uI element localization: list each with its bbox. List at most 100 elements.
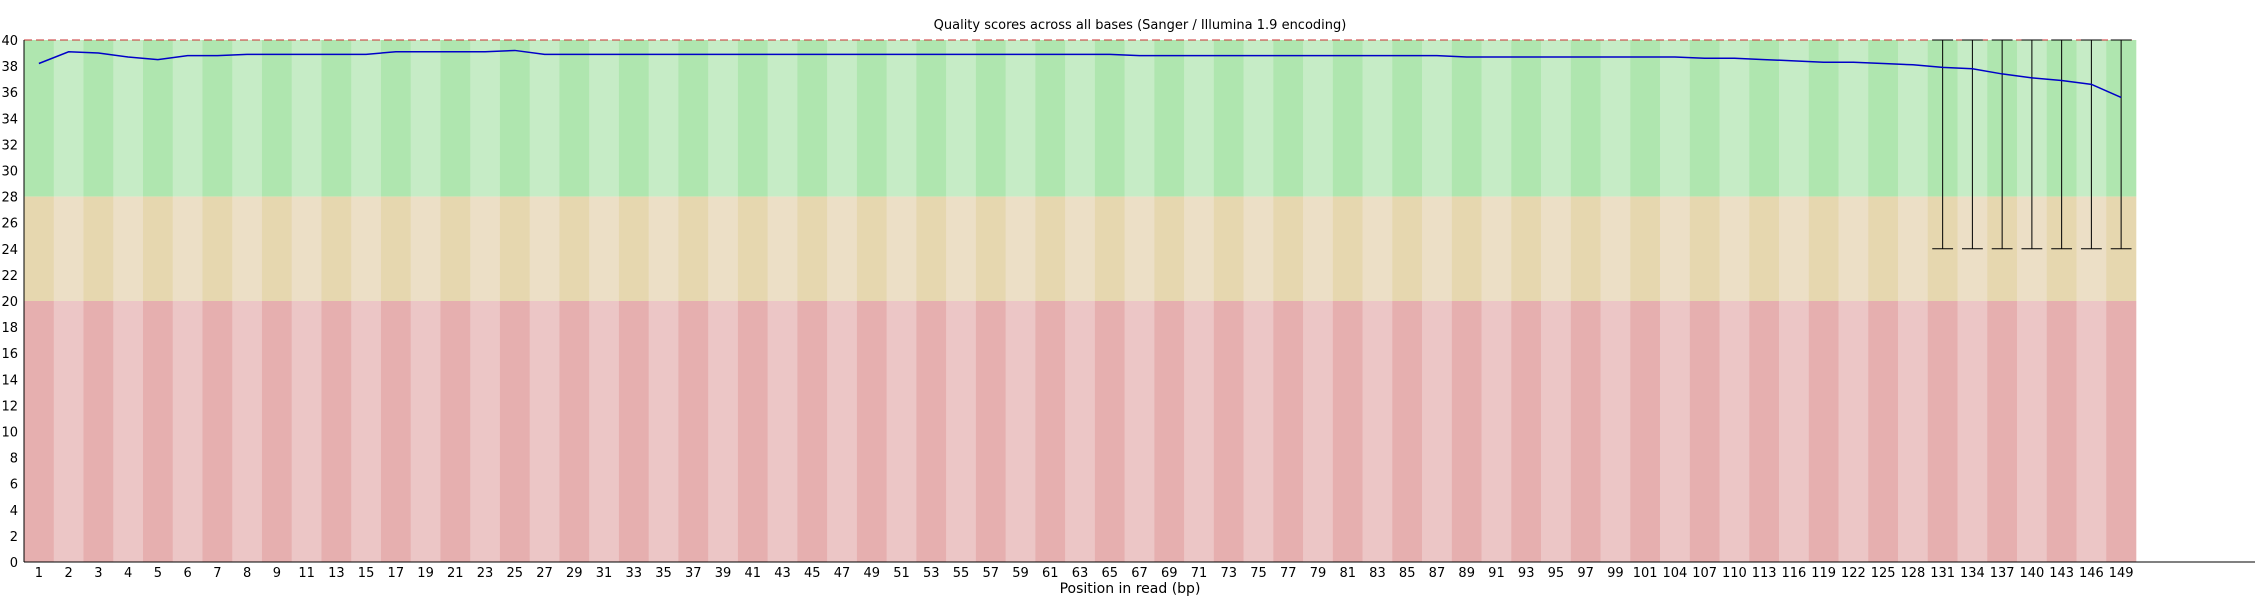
- zone-1-stripe: [202, 196, 233, 301]
- chart-title: Quality scores across all bases (Sanger …: [934, 18, 1347, 33]
- zone-0-stripe: [1570, 40, 1601, 197]
- zone-2-stripe: [1303, 301, 1334, 562]
- zone-1-stripe: [1719, 196, 1750, 301]
- zone-0-stripe: [261, 40, 293, 197]
- zone-0-stripe: [1273, 40, 1304, 197]
- y-tick-label: 32: [1, 138, 18, 153]
- zone-2-stripe: [380, 301, 412, 562]
- x-tick-label: 101: [1633, 566, 1658, 581]
- zone-0-stripe: [1511, 40, 1542, 197]
- zone-1-stripe: [172, 196, 203, 301]
- zone-1-stripe: [321, 196, 352, 301]
- x-tick-label: 87: [1429, 566, 1446, 581]
- zone-2-stripe: [2106, 301, 2137, 562]
- x-tick-label: 134: [1960, 566, 1985, 581]
- zone-0-stripe: [1541, 40, 1572, 197]
- zone-1-stripe: [440, 196, 471, 301]
- zone-1-stripe: [1481, 196, 1512, 301]
- x-tick-label: 143: [2049, 566, 2074, 581]
- x-tick-label: 85: [1399, 566, 1416, 581]
- zone-0-stripe: [916, 40, 947, 197]
- x-tick-label: 57: [982, 566, 999, 581]
- zone-2-stripe: [1541, 301, 1572, 562]
- x-tick-label: 95: [1548, 566, 1565, 581]
- zone-2-stripe: [261, 301, 293, 562]
- zone-2-stripe: [1898, 301, 1929, 562]
- x-tick-label: 91: [1488, 566, 1505, 581]
- zone-0-stripe: [1779, 40, 1810, 197]
- y-tick-label: 4: [10, 504, 18, 519]
- zone-2-stripe: [1154, 301, 1185, 562]
- zone-2-stripe: [142, 301, 174, 562]
- zone-1-stripe: [827, 196, 858, 301]
- zone-1-stripe: [529, 196, 560, 301]
- zone-1-stripe: [618, 196, 649, 301]
- zone-0-stripe: [827, 40, 858, 197]
- zone-0-stripe: [1898, 40, 1929, 197]
- x-tick-label: 41: [745, 566, 762, 581]
- x-tick-label: 15: [358, 566, 375, 581]
- x-tick-label: 122: [1841, 566, 1866, 581]
- x-tick-label: 1: [35, 566, 43, 581]
- zone-0-stripe: [351, 40, 382, 197]
- zone-0-stripe: [1303, 40, 1334, 197]
- x-tick-label: 131: [1930, 566, 1955, 581]
- zone-0-stripe: [1689, 40, 1720, 197]
- quality-zones: [24, 40, 2137, 562]
- x-tick-label: 75: [1250, 566, 1267, 581]
- zone-2-stripe: [797, 301, 828, 562]
- zone-0-stripe: [1868, 40, 1899, 197]
- zone-0-stripe: [529, 40, 560, 197]
- x-tick-label: 110: [1722, 566, 1747, 581]
- zone-2-stripe: [321, 301, 352, 562]
- zone-2-stripe: [737, 301, 768, 562]
- zone-2-stripe: [529, 301, 560, 562]
- zone-2-stripe: [618, 301, 649, 562]
- zone-0-stripe: [1332, 40, 1363, 197]
- x-tick-label: 113: [1752, 566, 1777, 581]
- zone-1-stripe: [1243, 196, 1274, 301]
- zone-1-stripe: [975, 196, 1006, 301]
- zone-2-stripe: [351, 301, 382, 562]
- zone-1-stripe: [1154, 196, 1185, 301]
- y-tick-label: 26: [1, 217, 18, 232]
- zone-1-stripe: [113, 196, 144, 301]
- zone-0-stripe: [410, 40, 441, 197]
- zone-1-stripe: [1451, 196, 1482, 301]
- x-tick-label: 146: [2079, 566, 2104, 581]
- zone-0-stripe: [83, 40, 114, 197]
- x-tick-label: 49: [863, 566, 880, 581]
- x-tick-label: 97: [1577, 566, 1594, 581]
- zone-0-stripe: [1124, 40, 1155, 197]
- y-tick-label: 14: [1, 373, 18, 388]
- x-tick-label: 35: [655, 566, 672, 581]
- zone-1-stripe: [1392, 196, 1423, 301]
- zone-0-stripe: [648, 40, 679, 197]
- zone-2-stripe: [1957, 301, 1988, 562]
- x-tick-label: 69: [1161, 566, 1178, 581]
- y-tick-label: 30: [1, 165, 18, 180]
- zone-0-stripe: [1451, 40, 1482, 197]
- x-tick-label: 63: [1072, 566, 1089, 581]
- zone-1-stripe: [1660, 196, 1691, 301]
- zone-2-stripe: [559, 301, 590, 562]
- zone-2-stripe: [589, 301, 620, 562]
- zone-0-stripe: [1838, 40, 1869, 197]
- zone-0-stripe: [380, 40, 412, 197]
- x-tick-label: 7: [213, 566, 221, 581]
- zone-1-stripe: [886, 196, 917, 301]
- y-tick-label: 24: [1, 243, 18, 258]
- x-axis-label: Position in read (bp): [1060, 581, 1201, 597]
- zone-2-stripe: [172, 301, 203, 562]
- zone-1-stripe: [1689, 196, 1720, 301]
- x-tick-label: 107: [1692, 566, 1717, 581]
- zone-1-stripe: [1303, 196, 1334, 301]
- zone-2-stripe: [1481, 301, 1512, 562]
- zone-0-stripe: [1660, 40, 1691, 197]
- x-tick-label: 104: [1663, 566, 1688, 581]
- zone-2-stripe: [1124, 301, 1155, 562]
- zone-0-stripe: [975, 40, 1006, 197]
- zone-2-stripe: [1243, 301, 1274, 562]
- x-tick-label: 116: [1782, 566, 1807, 581]
